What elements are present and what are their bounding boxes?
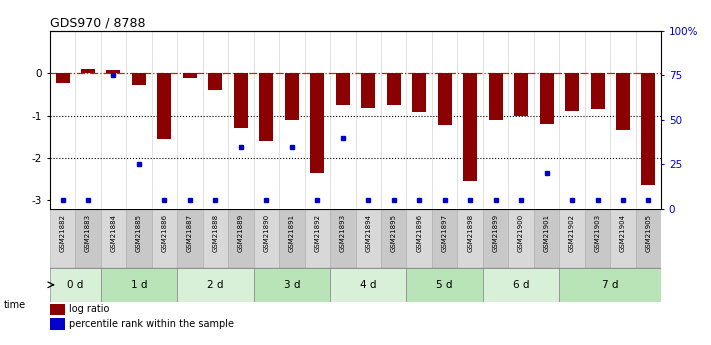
Text: GSM21902: GSM21902 [569,214,575,252]
Bar [463,73,477,181]
Bar [488,73,503,120]
Text: GSM21886: GSM21886 [161,214,167,252]
Bar [101,268,177,302]
Bar [279,209,304,268]
Bar [50,268,101,302]
Bar [55,73,70,83]
Text: GSM21892: GSM21892 [314,214,320,252]
Text: GSM21904: GSM21904 [620,214,626,252]
Bar [412,73,426,112]
Text: 2 d: 2 d [207,280,224,290]
Bar [438,73,451,125]
Bar [50,209,75,268]
Bar [330,209,356,268]
Bar [336,73,350,105]
Text: GSM21900: GSM21900 [518,214,524,252]
Text: GSM21889: GSM21889 [238,214,244,252]
Bar [304,209,330,268]
Bar [177,209,203,268]
Text: GSM21884: GSM21884 [110,214,117,252]
Bar [560,268,661,302]
Text: 0 d: 0 d [67,280,83,290]
Bar [157,73,171,139]
Bar [457,209,483,268]
Bar [285,73,299,120]
Bar [183,73,197,78]
Text: GSM21885: GSM21885 [136,214,142,252]
Text: GSM21887: GSM21887 [187,214,193,252]
Text: GSM21898: GSM21898 [467,214,473,252]
Bar [107,70,120,73]
Bar [151,209,177,268]
Bar [50,318,65,330]
Bar [591,73,604,109]
Text: GSM21896: GSM21896 [416,214,422,252]
Text: GSM21905: GSM21905 [646,214,651,252]
Bar [228,209,254,268]
Bar [254,268,330,302]
Text: GSM21890: GSM21890 [263,214,269,252]
Text: 3 d: 3 d [284,280,300,290]
Bar [565,73,579,111]
Bar [585,209,610,268]
Text: 1 d: 1 d [131,280,147,290]
Text: GSM21888: GSM21888 [213,214,218,252]
Bar [361,73,375,108]
Text: log ratio: log ratio [70,304,109,314]
Bar [407,268,483,302]
Bar [132,73,146,85]
Bar [127,209,151,268]
Bar [260,73,273,141]
Bar [483,268,560,302]
Bar [540,73,554,124]
Bar [356,209,381,268]
Text: GSM21893: GSM21893 [340,214,346,252]
Text: GSM21903: GSM21903 [594,214,601,252]
Bar [50,304,65,315]
Bar [616,73,630,130]
Bar [432,209,457,268]
Bar [387,73,401,105]
Bar [101,209,127,268]
Bar [177,268,254,302]
Text: GSM21882: GSM21882 [60,214,65,252]
Text: 4 d: 4 d [360,280,377,290]
Bar [254,209,279,268]
Bar [81,69,95,73]
Bar [560,209,585,268]
Bar [610,209,636,268]
Bar [407,209,432,268]
Bar [534,209,560,268]
Bar [636,209,661,268]
Bar [381,209,407,268]
Text: 6 d: 6 d [513,280,530,290]
Bar [203,209,228,268]
Text: GSM21891: GSM21891 [289,214,295,252]
Bar [75,209,101,268]
Bar [483,209,508,268]
Bar [508,209,534,268]
Bar [310,73,324,173]
Text: percentile rank within the sample: percentile rank within the sample [70,319,235,329]
Text: GSM21883: GSM21883 [85,214,91,252]
Text: GSM21895: GSM21895 [391,214,397,252]
Text: time: time [4,300,26,310]
Bar [330,268,407,302]
Text: GDS970 / 8788: GDS970 / 8788 [50,17,145,30]
Text: GSM21899: GSM21899 [493,214,498,252]
Text: GSM21901: GSM21901 [544,214,550,252]
Bar [641,73,656,186]
Text: GSM21897: GSM21897 [442,214,448,252]
Bar [208,73,223,90]
Text: GSM21894: GSM21894 [365,214,371,252]
Bar [514,73,528,116]
Text: 7 d: 7 d [602,280,619,290]
Bar [234,73,248,128]
Text: 5 d: 5 d [437,280,453,290]
